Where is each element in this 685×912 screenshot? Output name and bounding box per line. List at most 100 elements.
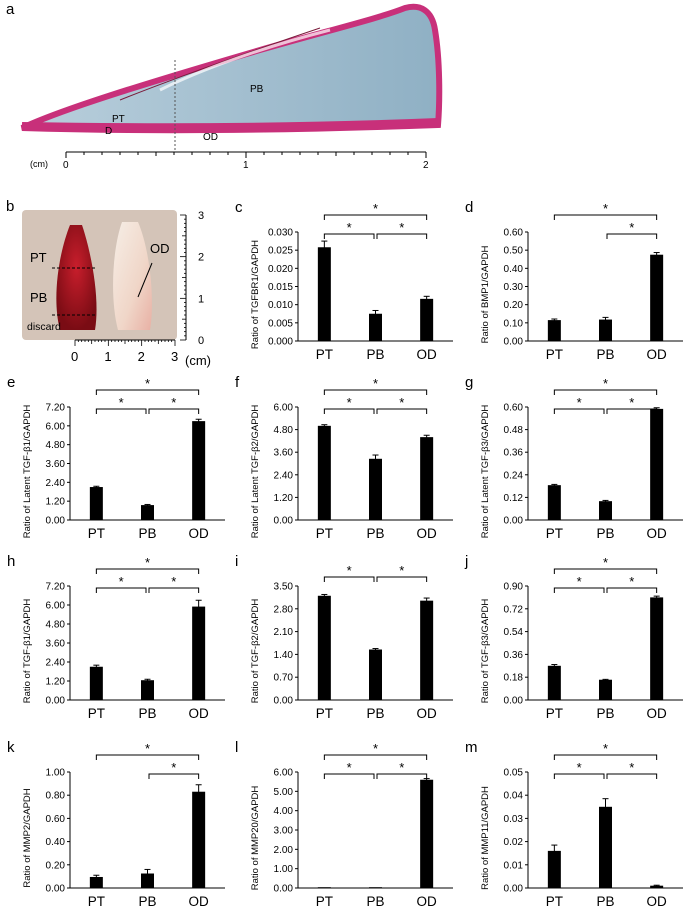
- significance-bracket: [148, 773, 200, 779]
- y-tick-label: 0.05: [504, 768, 524, 779]
- bar-od: [192, 421, 206, 520]
- y-tick-label: 4.00: [274, 806, 294, 817]
- significance-bracket: [323, 408, 375, 414]
- significance-star: *: [603, 555, 608, 570]
- panel-letter-i: i: [235, 553, 238, 570]
- y-axis-label: Ratio of MMP11/GAPDH: [480, 786, 491, 890]
- significance-star: *: [399, 563, 404, 578]
- significance-star: *: [373, 201, 378, 216]
- x-category-label: PB: [138, 894, 156, 909]
- significance-bracket: [606, 233, 658, 239]
- y-tick-label: 1.20: [46, 677, 66, 688]
- y-tick-label: 0.54: [504, 627, 524, 638]
- significance-bracket: [95, 568, 200, 574]
- label-b-od: OD: [150, 241, 170, 256]
- significance-bracket: [95, 754, 200, 760]
- bar-pb: [599, 806, 612, 888]
- label-b-discard: discard: [27, 321, 61, 333]
- bar-od: [420, 298, 434, 341]
- y-axis-label: Ratio of Latent TGF-β2/GAPDH: [250, 405, 261, 539]
- significance-star: *: [399, 220, 404, 235]
- y-tick-label: 3.60: [46, 459, 66, 470]
- x-category-label: PT: [316, 706, 333, 721]
- y-tick-label: 0.12: [504, 493, 524, 504]
- significance-bracket: [95, 408, 147, 414]
- y-tick-label: 0.02: [504, 837, 524, 848]
- bar-pb: [369, 458, 382, 520]
- significance-bracket: [95, 389, 200, 395]
- y-tick-label: 0.20: [46, 860, 66, 871]
- panel-letter-l: l: [235, 739, 238, 756]
- panel-letter-d: d: [465, 199, 473, 216]
- y-tick-label: 0.00: [274, 884, 294, 895]
- x-category-label: PB: [138, 706, 156, 721]
- y-tick-label: 0.030: [268, 228, 293, 239]
- y-tick-label: 6.00: [274, 768, 294, 779]
- bar-od: [650, 254, 664, 341]
- chart-l: l 0.00 1.00 2.00 3.00 4.00 5.00 6.00 Ratio of MM…: [235, 739, 453, 909]
- significance-star: *: [629, 220, 634, 235]
- chart-d: d 0.00 0.10 0.20 0.30 0.40 0.50 0.60 Ratio of BM…: [465, 199, 683, 362]
- scale-bar-a: (cm) 0 1 2: [30, 151, 429, 171]
- x-category-label: OD: [189, 526, 210, 541]
- ruler-bottom-label: 0: [71, 349, 78, 364]
- bar-od: [192, 606, 206, 700]
- x-category-label: PT: [316, 526, 333, 541]
- chart-j: j 0.00 0.18 0.36 0.54 0.72 0.90 Ratio of TGF-β3…: [464, 553, 683, 721]
- x-category-label: OD: [647, 706, 668, 721]
- x-category-label: PB: [596, 894, 614, 909]
- significance-star: *: [373, 741, 378, 756]
- y-axis-label: Ratio of BMP1/GAPDH: [480, 246, 491, 344]
- bar-od: [420, 600, 434, 700]
- bar-pt: [547, 850, 561, 888]
- bar-pb: [369, 887, 382, 888]
- x-category-label: PB: [366, 894, 384, 909]
- significance-bracket: [376, 576, 428, 582]
- y-tick-label: 0.010: [268, 300, 293, 311]
- y-tick-label: 2.10: [274, 627, 294, 638]
- x-category-label: PB: [596, 706, 614, 721]
- y-tick-label: 1.20: [46, 497, 66, 508]
- significance-star: *: [145, 555, 150, 570]
- y-tick-label: 7.20: [46, 403, 66, 414]
- significance-bracket: [606, 408, 658, 414]
- significance-bracket: [148, 587, 200, 593]
- panel-letter-j: j: [464, 553, 468, 570]
- significance-bracket: [553, 214, 658, 220]
- y-tick-label: 0.30: [504, 282, 524, 293]
- y-tick-label: 0.025: [268, 246, 293, 257]
- chart-c: c 0.000 0.005 0.010 0.015 0.020 0.025 0.030 Rati…: [235, 199, 453, 362]
- bar-charts: c0.0000.0050.0100.0150.0200.0250.030Rati…: [7, 199, 683, 909]
- bar-pb: [599, 319, 612, 341]
- panel-a-letter: a: [6, 1, 15, 18]
- y-tick-label: 1.00: [46, 768, 66, 779]
- y-tick-label: 0.70: [274, 673, 294, 684]
- y-tick-label: 3.60: [274, 448, 294, 459]
- significance-star: *: [629, 395, 634, 410]
- x-category-label: PB: [366, 706, 384, 721]
- significance-bracket: [376, 773, 428, 779]
- significance-star: *: [171, 760, 176, 775]
- y-tick-label: 0.01: [504, 860, 524, 871]
- y-tick-label: 0.24: [504, 470, 524, 481]
- panel-a: a PB PT D OD (cm) 0 1 2: [6, 1, 443, 171]
- y-tick-label: 0.020: [268, 264, 293, 275]
- chart-e: e 0.00 1.20 2.40 3.60 4.80 6.00 7.20 Ratio of La…: [7, 374, 225, 541]
- significance-bracket: [553, 773, 605, 779]
- significance-star: *: [347, 563, 352, 578]
- y-axis-label: Ratio of MMP2/GAPDH: [22, 788, 33, 887]
- pulp-gap: [159, 28, 331, 92]
- pointer-od: [137, 262, 153, 298]
- bar-od: [420, 779, 434, 888]
- label-d: D: [105, 126, 112, 137]
- bar-pt: [317, 595, 331, 700]
- bar-pt: [547, 320, 561, 341]
- x-category-label: PT: [88, 706, 105, 721]
- photo-ruler: 0 1 2 3 (cm) 3 2 1 0: [71, 210, 211, 368]
- x-category-label: PT: [546, 894, 563, 909]
- y-tick-label: 1.40: [274, 650, 294, 661]
- y-tick-label: 0.005: [268, 318, 293, 329]
- scale-tick-0: 0: [63, 160, 69, 171]
- ruler-right-label: 3: [198, 210, 204, 222]
- bar-pt: [547, 665, 561, 700]
